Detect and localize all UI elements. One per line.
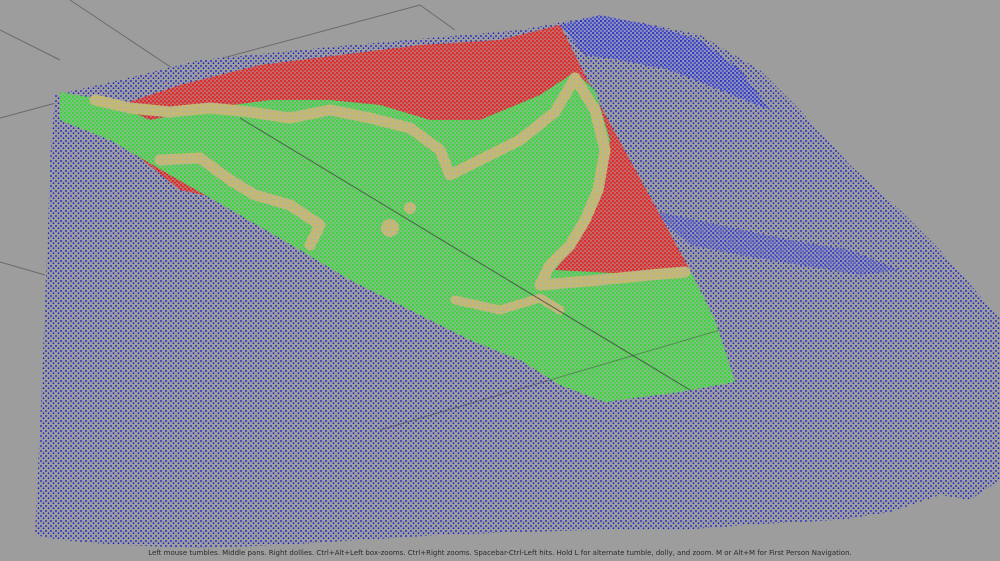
boundary-band [89, 72, 581, 181]
boundary-band-inner [154, 152, 326, 251]
terrain-ridge-lower [650, 210, 900, 275]
boundary-patch [404, 202, 416, 214]
boundary-band-right [534, 72, 691, 291]
boundary-band-lower [450, 293, 565, 315]
terrain-ridge [560, 15, 770, 110]
section-line [379, 329, 721, 431]
boundary-patch [381, 219, 399, 237]
viewport-help-line: Left mouse tumbles. Middle pans. Right d… [148, 549, 852, 557]
middle-zone-points [60, 72, 735, 402]
section-line [239, 117, 691, 391]
